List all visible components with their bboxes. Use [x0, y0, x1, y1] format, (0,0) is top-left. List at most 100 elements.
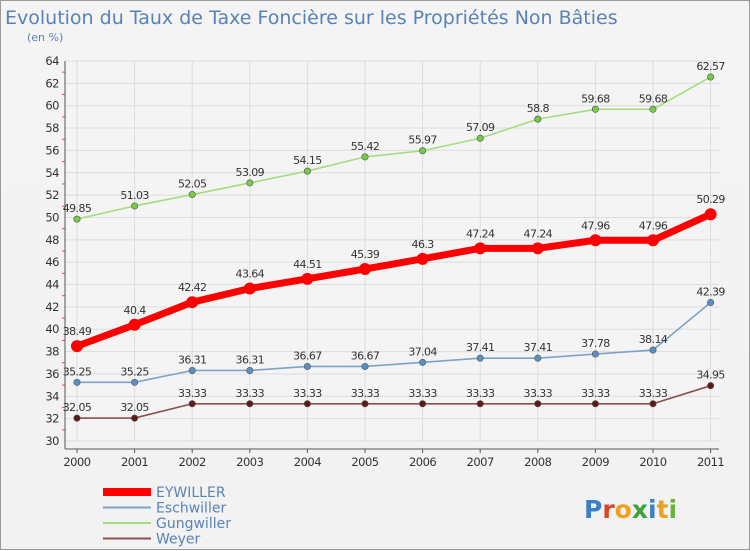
- data-point-weyer: [131, 414, 139, 422]
- y-tick-label: 62: [45, 76, 59, 90]
- data-label-eywiller: 47.96: [639, 219, 668, 232]
- series-line-weyer: [77, 384, 711, 419]
- data-point-eschwiller: [534, 354, 542, 362]
- data-label-eschwiller: 37.78: [581, 337, 610, 350]
- x-tick-label: 2001: [121, 455, 148, 469]
- data-label-weyer: 32.05: [120, 401, 149, 414]
- data-label-eschwiller: 42.39: [696, 286, 725, 299]
- series-line-eschwiller: [77, 301, 712, 384]
- logo-letter: r: [602, 495, 615, 524]
- data-point-eschwiller: [419, 358, 427, 366]
- legend-label-weyer: Weyer: [156, 532, 201, 548]
- x-tick-label: 2004: [294, 455, 321, 469]
- data-label-weyer: 33.33: [408, 387, 437, 400]
- x-tick-label: 2002: [179, 455, 206, 469]
- data-point-gungwiller: [361, 153, 369, 161]
- data-label-eschwiller: 35.25: [120, 365, 149, 378]
- data-point-eywiller: [301, 272, 314, 285]
- legend-label-eywiller: EYWILLER: [156, 485, 226, 501]
- y-tick-label: 56: [45, 143, 59, 157]
- gridlines: [65, 60, 719, 442]
- data-label-gungwiller: 54.15: [293, 154, 322, 167]
- y-tick-label: 64: [45, 54, 59, 68]
- data-point-eywiller: [474, 242, 487, 255]
- data-point-eywiller: [531, 242, 544, 255]
- data-label-eschwiller: 37.41: [466, 341, 495, 354]
- data-point-eywiller: [243, 282, 256, 295]
- data-point-weyer: [419, 400, 427, 408]
- data-label-eschwiller: 36.31: [236, 353, 265, 366]
- y-tick-label: 38: [45, 345, 59, 359]
- data-label-gungwiller: 51.03: [120, 189, 149, 202]
- data-label-eywiller: 44.51: [293, 258, 322, 271]
- data-point-weyer: [649, 400, 657, 408]
- x-tick-label: 2006: [409, 455, 436, 469]
- series-line-eywiller: [75, 211, 713, 350]
- legend-label-gungwiller: Gungwiller: [156, 516, 231, 532]
- x-tick-label: 2000: [63, 455, 90, 469]
- data-point-gungwiller: [73, 215, 81, 223]
- data-label-weyer: 33.33: [178, 387, 207, 400]
- data-point-gungwiller: [534, 115, 542, 123]
- data-label-eschwiller: 37.41: [524, 341, 553, 354]
- logo-letter: t: [657, 495, 669, 524]
- data-label-weyer: 33.33: [236, 387, 265, 400]
- y-tick-label: 52: [45, 188, 59, 202]
- data-point-weyer: [591, 400, 599, 408]
- data-label-eywiller: 47.96: [581, 219, 610, 232]
- data-point-gungwiller: [707, 73, 715, 81]
- data-point-weyer: [188, 400, 196, 408]
- data-label-gungwiller: 52.05: [178, 178, 207, 191]
- data-label-weyer: 33.33: [524, 387, 553, 400]
- logo-letter: i: [669, 495, 678, 524]
- data-label-gungwiller: 55.97: [408, 134, 437, 147]
- data-label-eywiller: 45.39: [351, 248, 380, 261]
- y-tick-label: 30: [45, 434, 59, 448]
- data-point-eywiller: [647, 234, 659, 247]
- data-point-weyer: [246, 400, 254, 408]
- data-label-gungwiller: 49.85: [63, 202, 92, 215]
- logo-letter: x: [632, 495, 648, 524]
- data-point-eschwiller: [476, 354, 484, 362]
- data-point-eywiller: [71, 340, 83, 353]
- data-label-gungwiller: 59.68: [581, 92, 610, 105]
- data-label-eywiller: 38.49: [63, 325, 92, 338]
- data-point-eywiller: [704, 208, 717, 221]
- data-label-eywiller: 43.64: [236, 268, 265, 281]
- data-label-eschwiller: 38.14: [639, 333, 668, 346]
- chart-subtitle: (en %): [27, 31, 63, 44]
- data-point-gungwiller: [649, 105, 657, 113]
- data-point-weyer: [534, 400, 542, 408]
- data-label-eywiller: 40.4: [124, 304, 147, 317]
- data-point-eschwiller: [246, 366, 254, 374]
- x-tick-label: 2003: [236, 455, 263, 469]
- data-point-eywiller: [128, 318, 141, 331]
- data-point-gungwiller: [303, 167, 311, 175]
- data-label-eywiller: 47.24: [466, 227, 495, 240]
- data-label-eywiller: 50.29: [696, 193, 725, 206]
- data-point-gungwiller: [188, 191, 196, 199]
- data-label-gungwiller: 55.42: [351, 140, 380, 153]
- data-point-gungwiller: [131, 202, 139, 210]
- plot-area: [65, 61, 719, 441]
- data-point-weyer: [707, 382, 715, 390]
- data-point-eywiller: [416, 252, 429, 265]
- data-label-eywiller: 47.24: [524, 227, 553, 240]
- data-label-weyer: 34.95: [696, 369, 725, 382]
- data-label-eywiller: 46.3: [412, 238, 435, 251]
- data-point-eywiller: [589, 234, 602, 247]
- data-point-eschwiller: [188, 366, 196, 374]
- series-lines: [71, 73, 717, 422]
- axes: 30 32 34 36 38 40 42 44 46 48 50 52 54 56 58 60 62 64 2000…: [45, 54, 725, 469]
- x-tick-label: 2005: [351, 455, 378, 469]
- data-label-eschwiller: 36.31: [178, 353, 207, 366]
- data-point-gungwiller: [591, 105, 599, 113]
- data-point-eschwiller: [73, 378, 81, 386]
- logo-letter: P: [584, 495, 602, 524]
- data-point-eschwiller: [649, 346, 657, 354]
- data-point-eschwiller: [361, 362, 369, 370]
- y-tick-label: 54: [45, 166, 59, 180]
